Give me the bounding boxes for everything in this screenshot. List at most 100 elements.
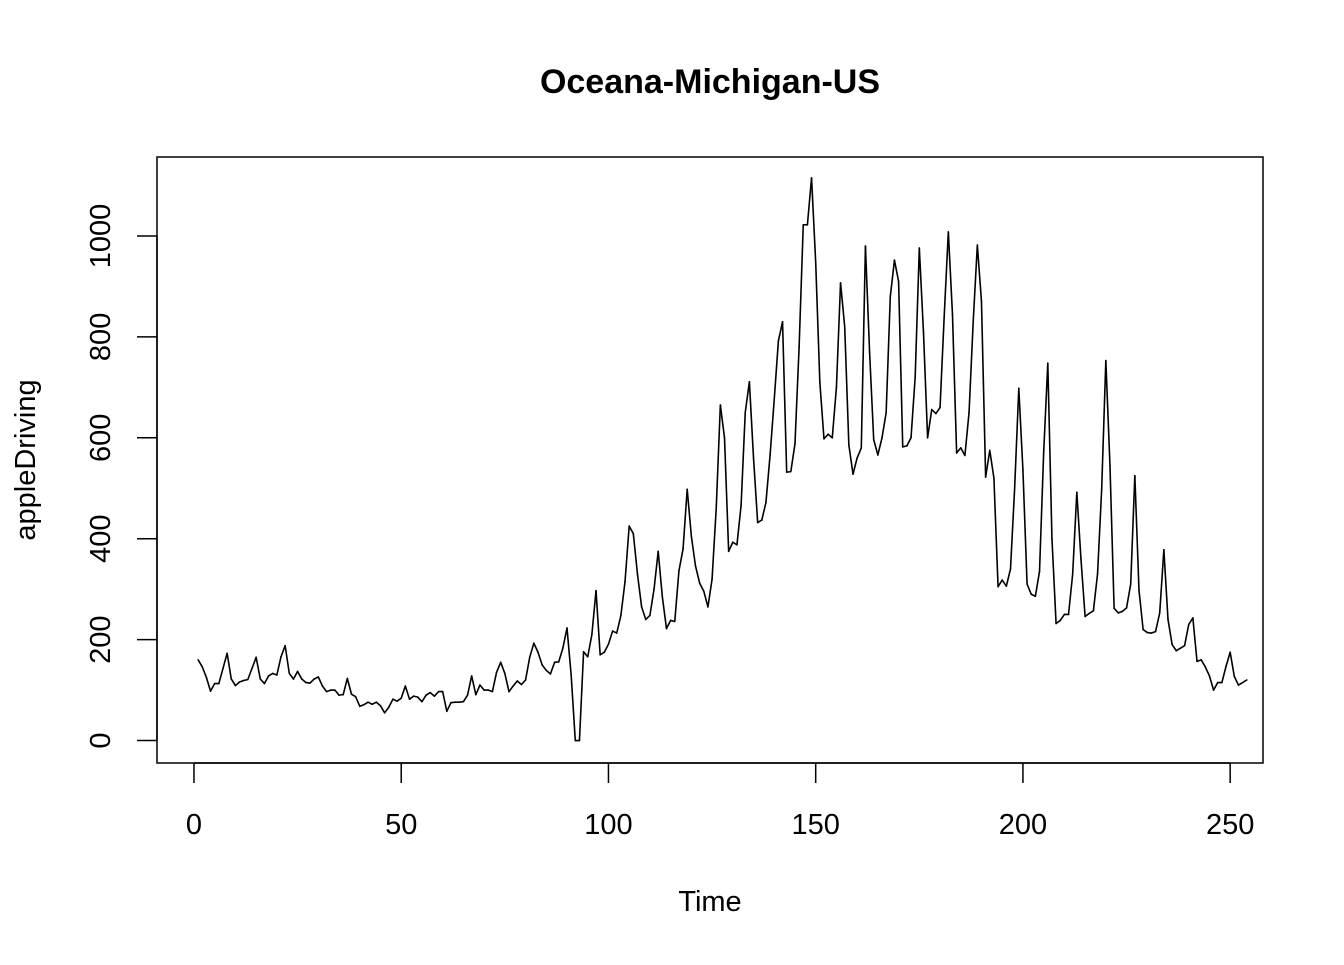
series-line-segment (570, 674, 577, 742)
series-line-segment (649, 588, 655, 617)
series-line-segment (935, 406, 941, 415)
series-line-segment (1067, 573, 1074, 616)
series-line-segment (881, 411, 887, 439)
series-line-segment (429, 691, 436, 697)
series-line-segment (520, 679, 527, 686)
series-line-segment (897, 280, 904, 448)
series-line-segment (910, 376, 916, 439)
series-line-segment (980, 300, 987, 478)
y-tick-label: 400 (85, 515, 117, 563)
y-tick-label: 800 (85, 313, 117, 361)
series-line-segment (939, 315, 945, 409)
series-line-segment (922, 331, 929, 439)
series-line-segment (723, 436, 730, 553)
series-group (197, 177, 1248, 742)
series-line-segment (1080, 558, 1086, 618)
series-line-segment (280, 644, 286, 658)
series-line-segment (814, 261, 821, 384)
x-tick-label: 200 (999, 809, 1047, 841)
series-line-segment (848, 444, 854, 475)
series-line-segment (1109, 464, 1115, 610)
series-line-segment (1241, 679, 1248, 684)
series-line-segment (1158, 549, 1165, 614)
series-line-segment (1038, 452, 1045, 573)
series-line-segment (835, 282, 842, 389)
series-line-segment (843, 325, 850, 446)
series-line-segment (810, 177, 817, 264)
series-line-segment (387, 698, 394, 709)
series-line-segment (864, 245, 871, 353)
series-line-segment (678, 548, 684, 572)
series-line-segment (657, 550, 664, 598)
y-axis: 0 200 400 600 800 1000 (85, 204, 158, 749)
series-line-segment (259, 678, 266, 685)
series-line-segment (943, 231, 950, 318)
series-line-segment (396, 697, 403, 703)
series-line-segment (1113, 607, 1120, 614)
series-line-segment (1055, 619, 1062, 625)
series-line-segment (591, 589, 597, 636)
series-line-segment (1100, 359, 1107, 491)
series-line-segment (300, 678, 307, 684)
series-line-segment (1001, 579, 1008, 587)
series-line-segment (889, 259, 896, 298)
series-line-segment (711, 507, 718, 580)
series-line-segment (823, 433, 829, 440)
series-line-segment (445, 701, 452, 713)
series-line-segment (363, 701, 369, 706)
series-line-segment (226, 652, 233, 680)
series-line-segment (416, 696, 423, 703)
series-line-segment (288, 672, 295, 680)
series-line-segment (752, 457, 759, 524)
series-line-segment (798, 224, 805, 348)
series-line-segment (860, 245, 867, 449)
series-line-segment (1076, 491, 1082, 560)
series-line-segment (541, 664, 548, 672)
series-line-segment (1084, 612, 1091, 618)
series-line-segment (1163, 549, 1169, 621)
series-line-segment (466, 675, 473, 696)
x-tick-label: 0 (186, 809, 202, 841)
series-line-segment (831, 386, 838, 439)
series-line-segment (644, 614, 651, 621)
series-line-segment (698, 582, 705, 593)
series-line-segment (972, 244, 979, 323)
series-line-segment (1179, 644, 1186, 650)
series-line-segment (1013, 387, 1020, 490)
series-line-segment (968, 320, 975, 414)
series-line-segment (868, 351, 875, 441)
series-line-segment (947, 231, 954, 315)
series-line-segment (1233, 675, 1240, 686)
series-line-segment (400, 685, 407, 699)
series-line-segment (533, 642, 539, 654)
series-line-segment (673, 570, 680, 623)
series-line-segment (479, 684, 485, 691)
series-line-segment (885, 295, 892, 414)
series-line-segment (1125, 583, 1132, 609)
series-line-segment (545, 669, 552, 675)
series-line-segment (1134, 474, 1140, 591)
series-line-segment (425, 691, 432, 696)
series-line-segment (516, 680, 523, 686)
series-line-segment (1200, 659, 1207, 668)
series-line-segment (421, 694, 427, 703)
series-line-segment (744, 380, 751, 414)
series-line-segment (790, 443, 796, 473)
series-line-segment (1183, 623, 1190, 647)
series-line-segment (512, 680, 519, 687)
series-line-segment (769, 398, 776, 456)
series-line-segment (914, 247, 921, 379)
series-line-segment (1212, 681, 1219, 691)
series-line-segment (620, 580, 626, 617)
series-line-segment (926, 408, 933, 439)
series-line-segment (951, 313, 958, 454)
series-line-segment (251, 656, 257, 670)
series-line-segment (404, 685, 411, 700)
series-line-segment (309, 678, 315, 684)
series-line-segment (247, 667, 253, 681)
series-line-segment (284, 644, 291, 675)
series-line-segment (504, 672, 510, 693)
series-line-segment (906, 436, 912, 447)
series-line-segment (1026, 583, 1033, 596)
